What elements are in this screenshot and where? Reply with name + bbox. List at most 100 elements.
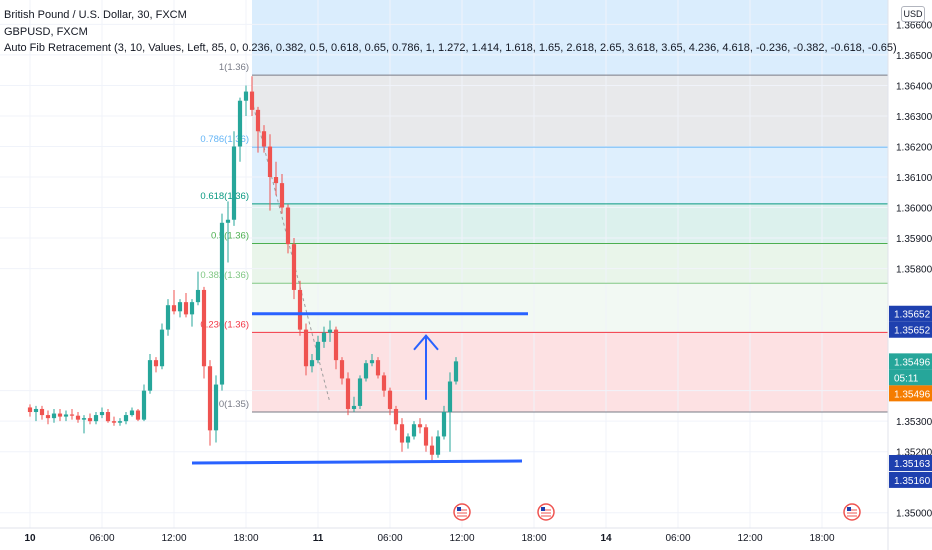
y-tick-label: 1.35800: [896, 265, 932, 276]
candle-body: [237, 100, 243, 147]
x-tick-label: 18:00: [809, 533, 834, 544]
x-tick-label: 12:00: [161, 533, 186, 544]
candle-body: [369, 360, 375, 364]
candle-body: [249, 91, 255, 110]
candle-body: [417, 424, 423, 428]
fib-band: [252, 283, 888, 333]
x-tick-label: 14: [600, 533, 612, 544]
flag-canton: [847, 507, 851, 511]
price-label: 1.35652: [889, 305, 932, 322]
support-line: [191, 459, 523, 465]
price-label-box: [889, 385, 932, 402]
candle-body: [261, 131, 267, 147]
x-tick-label: 06:00: [665, 533, 690, 544]
x-tick-label: 12:00: [737, 533, 762, 544]
price-label-box: [889, 353, 932, 370]
candle-body: [201, 289, 207, 367]
price-label-box: [889, 321, 932, 338]
y-tick-label: 1.36300: [896, 112, 932, 123]
candle-body: [309, 360, 315, 367]
fib-level-label: 0.5(1.36): [211, 231, 249, 242]
price-label: 1.35163: [889, 454, 932, 471]
candle-body: [195, 289, 201, 303]
symbol-label: GBPUSD, FXCM: [4, 26, 88, 38]
candle-body: [243, 91, 249, 101]
candle-body: [213, 384, 219, 431]
candle-body: [189, 302, 195, 315]
candle-body: [255, 109, 261, 132]
fib-level-label: 0.786(1.36): [200, 134, 249, 145]
fib-band: [252, 147, 888, 204]
fib-level-label: 0(1.35): [219, 399, 249, 410]
price-label: 05:11: [889, 369, 932, 386]
candle-body: [429, 445, 435, 455]
candle-body: [99, 412, 105, 416]
candle-body: [381, 375, 387, 391]
price-label-text: 05:11: [894, 373, 919, 384]
y-tick-label: 1.35000: [896, 509, 932, 520]
candle-body: [339, 360, 345, 379]
candle-body: [33, 408, 39, 413]
us-flag-icon: [843, 503, 861, 521]
candle-body: [165, 305, 171, 330]
candle-body: [303, 329, 309, 367]
candle-body: [405, 436, 411, 443]
event-circle: [537, 503, 555, 521]
fib-level-label: 0.618(1.36): [200, 191, 249, 202]
candle-body: [435, 436, 441, 455]
x-tick-label: 06:00: [377, 533, 402, 544]
candle-body: [447, 381, 453, 413]
candle-body: [27, 407, 33, 413]
candle-body: [153, 360, 159, 367]
flag-canton: [457, 507, 461, 511]
candle-body: [321, 332, 327, 342]
price-label-text: 1.35496: [894, 357, 931, 368]
currency-selector[interactable]: USD: [901, 6, 925, 22]
candle-body: [279, 183, 285, 208]
fib-band: [252, 0, 888, 76]
candle-body: [441, 412, 447, 437]
candle-body: [387, 390, 393, 409]
candle-body: [69, 414, 75, 416]
event-circle: [843, 503, 861, 521]
candle-body: [123, 415, 129, 422]
fib-band: [252, 75, 888, 148]
candle-body: [63, 414, 69, 417]
fib-level-label: 0.236(1.36): [200, 319, 249, 330]
candle-body: [93, 415, 99, 422]
candle-body: [411, 424, 417, 437]
price-label-text: 1.35160: [894, 476, 931, 487]
candle-body: [357, 378, 363, 406]
candle-body: [183, 302, 189, 315]
candle-body: [117, 421, 123, 423]
x-tick-label: 18:00: [233, 533, 258, 544]
flag-canton: [541, 507, 545, 511]
indicator-label[interactable]: Auto Fib Retracement (3, 10, Values, Lef…: [4, 42, 897, 54]
candle-body: [57, 413, 63, 417]
us-flag-icon: [537, 503, 555, 521]
y-tick-label: 1.36500: [896, 51, 932, 62]
y-tick-label: 1.35200: [896, 448, 932, 459]
candle-body: [327, 329, 333, 333]
candle-body: [363, 363, 369, 379]
candle-body: [171, 305, 177, 312]
price-label-text: 1.35496: [894, 389, 931, 400]
candle-body: [219, 222, 225, 385]
y-tick-label: 1.35300: [896, 417, 932, 428]
price-label-text: 1.35652: [894, 310, 931, 321]
y-tick-label: 1.36600: [896, 20, 932, 31]
candle-body: [267, 146, 273, 178]
fib-level-label: 1(1.36): [219, 62, 249, 73]
up-arrow-head: [413, 334, 439, 351]
candle-body: [375, 360, 381, 376]
candle-body: [45, 415, 51, 419]
y-tick-label: 1.36200: [896, 142, 932, 153]
fib-level-label: 0.382(1.36): [200, 270, 249, 281]
candle-body: [105, 412, 111, 422]
candle-body: [75, 415, 81, 420]
candle-body: [207, 366, 213, 431]
x-tick-label: 10: [24, 533, 36, 544]
candle-body: [135, 410, 141, 420]
